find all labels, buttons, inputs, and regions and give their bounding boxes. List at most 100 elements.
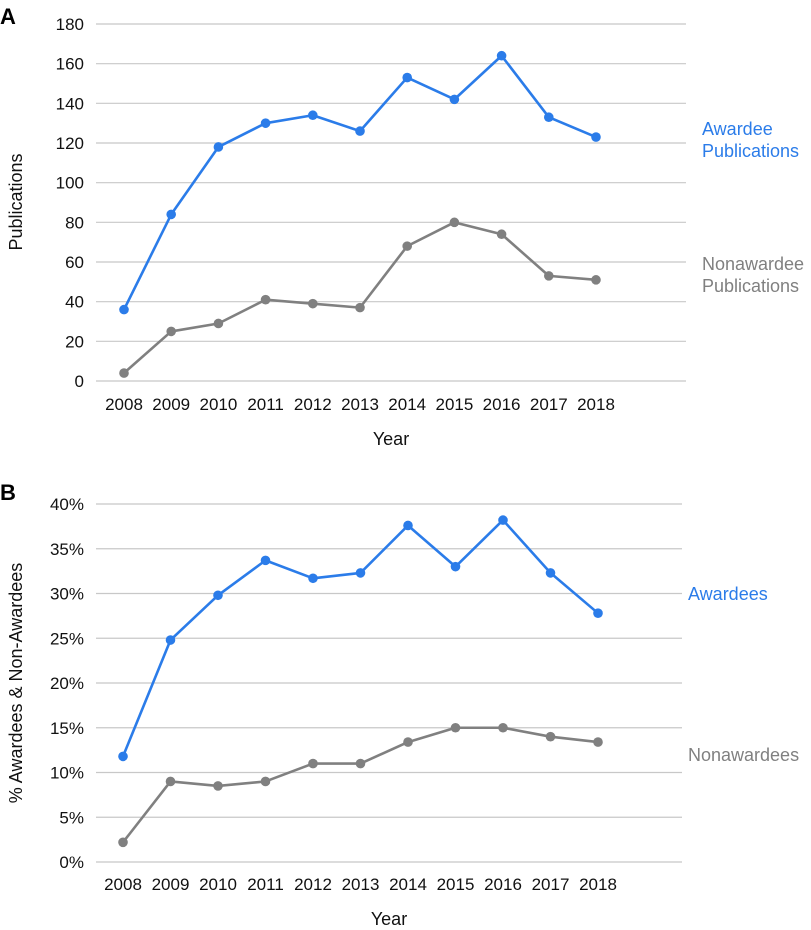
data-point-awardee-publications — [402, 72, 413, 83]
y-axis-label: % Awardees & Non-Awardees — [6, 563, 26, 803]
data-point-awardee-publications — [449, 94, 460, 105]
data-point-awardees — [165, 635, 176, 645]
data-point-awardees — [545, 568, 556, 578]
y-tick-label: 35% — [50, 540, 84, 559]
data-point-awardees — [403, 520, 413, 531]
data-point-nonawardee-publications — [260, 294, 271, 305]
series-label-line: Awardees — [688, 584, 768, 604]
data-point-awardee-publications — [544, 112, 554, 123]
series-label-line: Nonawardees — [688, 745, 799, 765]
x-tick-label: 2018 — [579, 875, 617, 894]
y-tick-label: 25% — [50, 629, 84, 648]
series-label-awardee-publications: Awardee Publications — [702, 119, 799, 161]
data-point-nonawardee-publications — [402, 241, 413, 251]
data-point-nonawardees — [545, 731, 556, 742]
x-tick-label: 2012 — [294, 395, 332, 414]
data-point-nonawardees — [498, 722, 508, 733]
chart-panel-b: B 0% 5% 10% 15% 20% 25% 30% 35% 40% 2008 2009 2010 20… — [0, 480, 799, 929]
series-label-line: Nonawardee — [702, 254, 804, 274]
panel-letter: B — [0, 480, 16, 505]
y-axis-label: Publications — [6, 153, 26, 250]
y-tick-label: 20 — [65, 332, 84, 351]
data-point-nonawardee-publications — [449, 217, 460, 228]
y-tick-label: 160 — [56, 55, 84, 74]
x-tick-label: 2013 — [341, 395, 379, 414]
data-point-nonawardees — [355, 758, 366, 769]
y-tick-label: 0 — [75, 372, 84, 391]
data-point-awardees — [355, 568, 366, 578]
series-line-nonawardees — [121, 726, 599, 844]
y-tick-label: 180 — [56, 15, 84, 34]
data-point-nonawardees — [260, 776, 271, 787]
x-tick-label: 2013 — [342, 875, 380, 894]
x-axis-label: Year — [371, 909, 407, 929]
panel-letter: A — [0, 4, 16, 29]
x-tick-label: 2011 — [247, 875, 284, 894]
y-tick-label: 120 — [56, 134, 84, 153]
data-point-awardees — [450, 561, 461, 572]
data-point-nonawardee-publications — [166, 326, 176, 337]
data-point-nonawardees — [450, 722, 461, 733]
data-point-nonawardee-publications — [496, 229, 507, 240]
x-tick-label: 2009 — [152, 395, 190, 414]
data-point-awardee-publications — [213, 142, 224, 152]
series-label-nonawardee-publications: Nonawardee Publications — [702, 254, 804, 296]
y-tick-label: 10% — [50, 764, 84, 783]
data-point-nonawardee-publications — [544, 271, 554, 281]
series-line-nonawardee-publications — [123, 221, 597, 375]
x-tick-label: 2008 — [105, 395, 143, 414]
data-point-nonawardees — [308, 758, 318, 769]
series-label-line: Awardee — [702, 119, 773, 139]
data-point-awardee-publications — [591, 132, 601, 142]
y-tick-label: 20% — [50, 674, 84, 693]
x-tick-label: 2008 — [104, 875, 142, 894]
data-point-awardee-publications — [166, 209, 176, 220]
x-tick-label: 2010 — [199, 395, 237, 414]
y-tick-label: 40 — [65, 293, 84, 312]
data-point-nonawardees — [403, 737, 413, 747]
data-point-nonawardee-publications — [308, 298, 318, 309]
x-tick-label: 2010 — [199, 875, 237, 894]
y-tick-label: 140 — [56, 94, 84, 113]
data-point-awardee-publications — [260, 118, 271, 128]
data-point-awardees — [308, 573, 318, 584]
data-point-nonawardee-publications — [119, 368, 129, 378]
series-label-line: Publications — [702, 276, 799, 296]
data-point-nonawardees — [213, 781, 223, 791]
y-tick-label: 100 — [56, 174, 84, 193]
y-tick-label: 80 — [65, 213, 84, 232]
y-tick-label: 0% — [59, 853, 84, 872]
chart-panel-a: A 0 20 40 60 80 100 120 140 160 180 2008 2009 2010 201… — [0, 4, 804, 449]
y-tick-label: 60 — [65, 253, 84, 272]
data-point-awardee-publications — [355, 126, 365, 136]
data-point-nonawardees — [165, 776, 176, 787]
x-tick-label: 2012 — [294, 875, 332, 894]
data-point-awardees — [260, 555, 271, 566]
x-axis-label: Year — [373, 429, 409, 449]
data-point-awardee-publications — [119, 304, 129, 315]
y-tick-label: 30% — [50, 585, 84, 604]
series-label-nonawardees: Nonawardees — [688, 745, 799, 765]
data-point-nonawardee-publications — [591, 275, 601, 285]
x-tick-label: 2015 — [437, 875, 475, 894]
data-point-awardee-publications — [308, 110, 318, 121]
data-point-awardees — [118, 751, 128, 762]
data-point-awardee-publications — [496, 50, 507, 61]
x-tick-label: 2015 — [435, 395, 473, 414]
x-tick-label: 2009 — [152, 875, 190, 894]
data-point-nonawardees — [118, 837, 128, 848]
x-tick-label: 2014 — [388, 395, 426, 414]
y-tick-label: 15% — [50, 719, 84, 738]
data-point-nonawardee-publications — [355, 302, 365, 313]
x-tick-label: 2016 — [483, 395, 521, 414]
data-point-awardees — [593, 608, 603, 618]
y-tick-label: 5% — [59, 808, 84, 827]
x-tick-label: 2014 — [389, 875, 427, 894]
series-label-awardees: Awardees — [688, 584, 768, 604]
data-point-awardees — [213, 590, 223, 601]
x-tick-label: 2017 — [530, 395, 568, 414]
x-tick-label: 2016 — [484, 875, 522, 894]
series-label-line: Publications — [702, 141, 799, 161]
data-point-nonawardees — [593, 737, 603, 747]
data-point-awardees — [498, 515, 508, 525]
